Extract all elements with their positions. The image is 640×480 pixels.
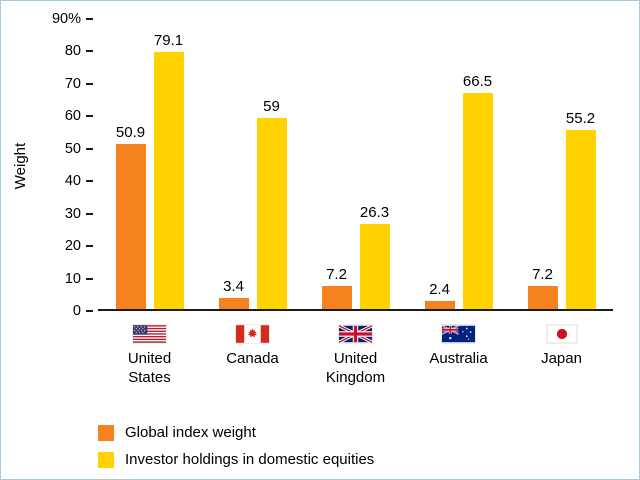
plot-area: 50.9 79.1 3.4 59 7.2 26.3 2.4 66.5 7.2 55.2 (98, 19, 613, 311)
y-tick: 40 (47, 173, 93, 189)
bar (321, 285, 352, 309)
y-axis: 90% 80 70 60 50 40 30 20 10 0 (39, 11, 93, 319)
bar-value-label: 2.4 (429, 281, 450, 299)
bar-investor-holdings: 26.3 (359, 203, 390, 309)
tick-mark (86, 310, 93, 312)
bar-value-label: 7.2 (326, 265, 347, 283)
bar-investor-holdings: 66.5 (462, 73, 493, 309)
bar-value-label: 26.3 (359, 203, 390, 221)
tick-mark (86, 18, 93, 20)
bar-group: 50.9 79.1 (98, 19, 201, 309)
canada-flag-icon (236, 325, 269, 343)
category-label-group: Japan (510, 325, 613, 388)
bar-investor-holdings: 59 (256, 97, 287, 309)
australia-flag-icon (442, 325, 475, 343)
legend-label: Global index weight (125, 424, 256, 441)
bar (153, 52, 184, 309)
bar (218, 298, 249, 309)
bar-group: 3.4 59 (201, 19, 304, 309)
y-tick-label: 20 (64, 238, 81, 255)
bar-investor-holdings: 55.2 (565, 109, 596, 309)
y-tick: 30 (47, 206, 93, 222)
bar-value-label: 50.9 (115, 123, 146, 141)
legend-label: Investor holdings in domestic equities (125, 451, 375, 468)
category-label-group: Canada (201, 325, 304, 388)
tick-mark (86, 212, 93, 215)
category-label: Australia (429, 350, 488, 367)
bar-global-index-weight: 50.9 (115, 123, 146, 309)
bar (359, 223, 390, 309)
bar-value-label: 66.5 (462, 73, 493, 91)
bar (565, 129, 596, 309)
tick-mark (86, 115, 93, 118)
legend-item-investor-holdings: Investor holdings in domestic equities (98, 451, 374, 468)
y-tick: 0 (47, 303, 93, 319)
yellow-swatch-icon (98, 451, 114, 468)
y-axis-title: Weight (12, 142, 29, 190)
y-tick-label: 10 (64, 270, 81, 287)
y-tick-label: 60 (64, 108, 81, 125)
tick-mark (86, 180, 93, 183)
legend-item-global-index-weight: Global index weight (98, 424, 374, 441)
bar-group: 2.4 66.5 (407, 19, 510, 309)
uk-flag-icon (339, 325, 372, 343)
bar (527, 285, 558, 309)
y-tick: 80 (47, 43, 93, 59)
category-label: United Kingdom (325, 350, 386, 386)
orange-swatch-icon (98, 424, 114, 441)
category-label: United States (127, 350, 172, 386)
y-tick-label: 30 (64, 205, 81, 222)
bar-group: 7.2 55.2 (510, 19, 613, 309)
bar (424, 301, 455, 309)
y-tick-label: 50 (64, 140, 81, 157)
bar-global-index-weight: 7.2 (321, 265, 352, 309)
y-tick: 20 (47, 238, 93, 254)
category-label: Japan (541, 350, 582, 367)
tick-mark (86, 277, 93, 280)
bar (462, 93, 493, 309)
bar-global-index-weight: 2.4 (424, 281, 455, 309)
y-tick-label: 90% (51, 11, 81, 27)
bar-global-index-weight: 7.2 (527, 265, 558, 309)
x-axis-labels: United States Canada United Kingdom Austral… (98, 325, 613, 388)
japan-flag-icon (546, 325, 577, 343)
bar-value-label: 3.4 (223, 278, 244, 295)
tick-mark (86, 245, 93, 248)
bar-investor-holdings: 79.1 (153, 32, 184, 309)
bar-value-label: 7.2 (532, 265, 553, 283)
y-tick-label: 70 (64, 75, 81, 92)
tick-mark (86, 82, 93, 85)
legend: Global index weight Investor holdings in… (98, 424, 374, 468)
bar (115, 143, 146, 309)
y-tick-label: 0 (72, 303, 81, 319)
y-tick: 60 (47, 108, 93, 124)
y-tick-label: 40 (64, 173, 81, 190)
bar-global-index-weight: 3.4 (218, 278, 249, 309)
y-tick: 10 (47, 271, 93, 287)
category-label-group: United States (98, 325, 201, 388)
bar-value-label: 59 (263, 97, 280, 115)
bar (256, 117, 287, 309)
y-tick: 90% (47, 11, 93, 27)
y-tick-label: 80 (64, 43, 81, 60)
category-label-group: Australia (407, 325, 510, 388)
y-tick: 50 (47, 141, 93, 157)
y-tick: 70 (47, 76, 93, 92)
category-label: Canada (226, 350, 279, 367)
tick-mark (86, 50, 93, 53)
category-label-group: United Kingdom (304, 325, 407, 388)
us-flag-icon (133, 325, 166, 343)
tick-mark (86, 147, 93, 150)
bar-group: 7.2 26.3 (304, 19, 407, 309)
bar-value-label: 55.2 (565, 109, 596, 127)
bar-value-label: 79.1 (153, 32, 184, 50)
